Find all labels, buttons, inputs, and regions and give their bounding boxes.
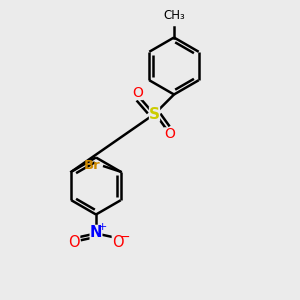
Text: Br: Br <box>84 159 100 172</box>
Text: −: − <box>120 230 131 244</box>
Text: +: + <box>98 222 107 232</box>
Text: O: O <box>164 128 175 141</box>
Text: O: O <box>69 235 80 250</box>
Text: O: O <box>112 235 123 250</box>
Text: O: O <box>133 86 143 100</box>
Text: N: N <box>90 225 102 240</box>
Text: CH₃: CH₃ <box>164 9 185 22</box>
Text: S: S <box>149 106 160 122</box>
